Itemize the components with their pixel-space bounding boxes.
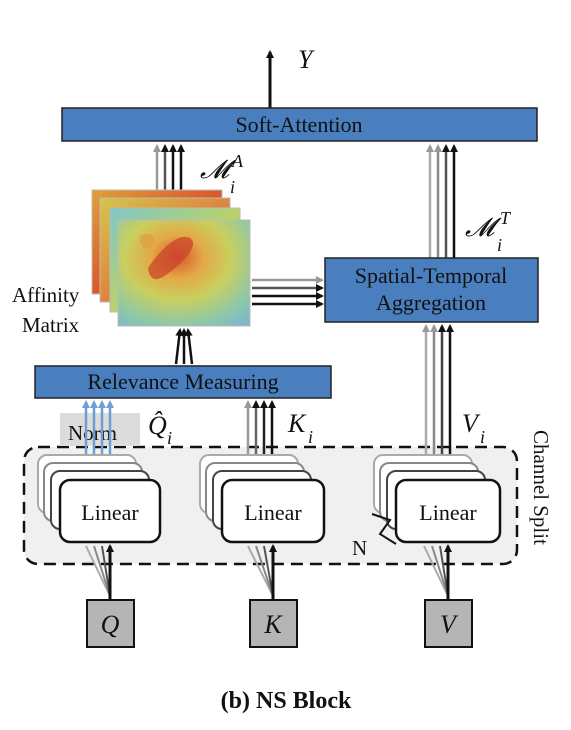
aggregation-label-line2: Aggregation: [376, 290, 486, 315]
linear-k-label: Linear: [244, 500, 302, 525]
norm-box: [60, 413, 140, 446]
svg-text:i: i: [497, 235, 502, 255]
spatial-temporal-aggregation-block: [324, 257, 539, 323]
affinity-to-aggregation-arrows: [252, 276, 324, 308]
soft-attention-block: [61, 107, 538, 142]
n-label: N: [352, 536, 367, 560]
relevance-measuring-label: Relevance Measuring: [87, 369, 278, 394]
linear-stack-q: Linear: [37, 454, 162, 544]
svg-text:i: i: [167, 428, 172, 448]
input-v-box: [424, 599, 473, 648]
linear-q-label: Linear: [81, 500, 139, 525]
svg-text:A: A: [231, 151, 244, 171]
soft-attention-label: Soft-Attention: [235, 112, 362, 137]
svg-text:T: T: [500, 208, 512, 228]
affinity-label-line1: Affinity: [12, 283, 80, 307]
output-label: Y: [298, 45, 315, 74]
svg-text:Q̂: Q̂: [148, 411, 167, 440]
affinity-matrix-stack: [91, 189, 251, 327]
svg-text:i: i: [230, 177, 235, 197]
affinity-label-line2: Matrix: [22, 313, 80, 337]
relevance-to-affinity-arrows: [174, 328, 194, 365]
input-k-box: [249, 599, 298, 648]
q-hat-label: Q̂ i: [148, 411, 172, 448]
input-q-box: [86, 599, 135, 648]
v-label: V i: [462, 409, 485, 447]
linear-v-label: Linear: [419, 500, 477, 525]
n-bracket: [371, 513, 397, 545]
svg-text:i: i: [308, 427, 313, 447]
input-q-label: Q: [101, 610, 120, 639]
input-v-label: V: [440, 610, 459, 639]
linear-stack-k: Linear: [199, 454, 326, 544]
aggregation-label-line1: Spatial-Temporal: [355, 263, 507, 288]
m-t-label: 𝓜 i T: [465, 208, 512, 255]
v-to-aggregation-arrows: [422, 324, 454, 486]
channel-split-label: Channel Split: [529, 430, 553, 545]
figure-caption: (b) NS Block: [221, 688, 352, 714]
input-k-label: K: [263, 610, 283, 639]
k-label: K i: [287, 409, 313, 447]
k-fan-lines: [247, 544, 277, 600]
relevance-measuring-block: [34, 365, 332, 399]
linear-stack-v: Linear: [373, 454, 502, 544]
v-fan-lines: [423, 544, 452, 600]
q-fan-lines: [85, 544, 114, 600]
svg-text:V: V: [462, 409, 481, 438]
aggregation-to-attention-arrows: [426, 144, 458, 258]
svg-text:i: i: [480, 427, 485, 447]
svg-text:K: K: [287, 409, 307, 438]
